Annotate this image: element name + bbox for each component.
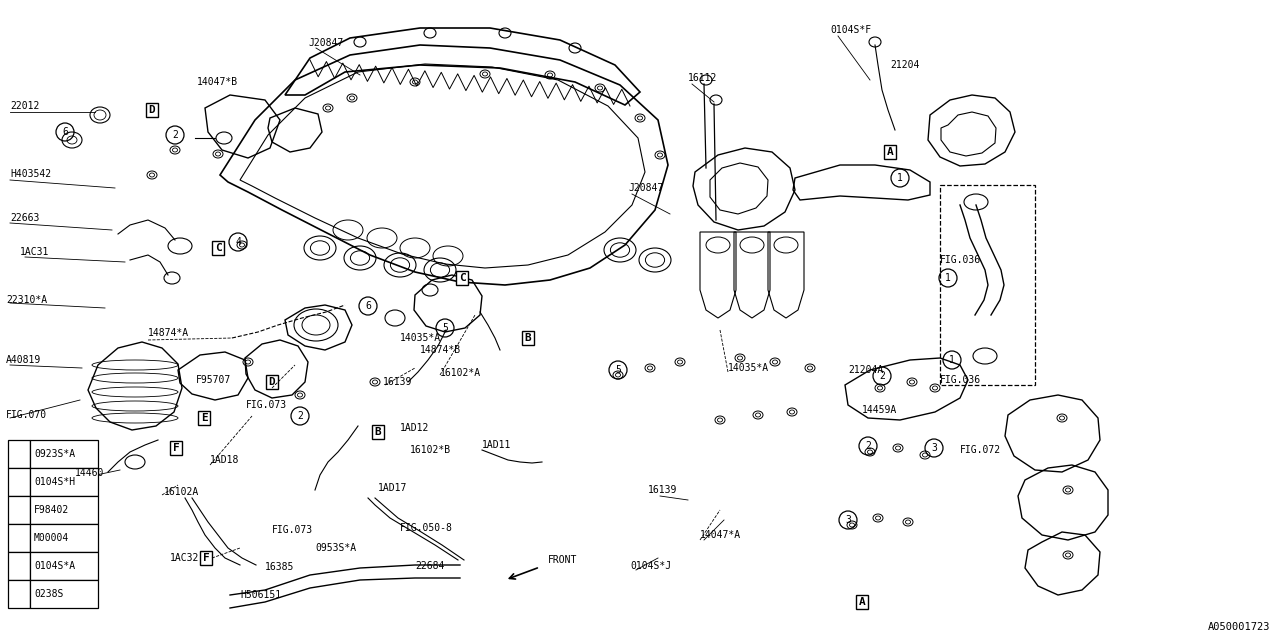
Text: 0238S: 0238S: [35, 589, 64, 599]
Bar: [29, 468, 99, 496]
Text: A: A: [887, 147, 893, 157]
Text: 14874*B: 14874*B: [420, 345, 461, 355]
Text: FIG.050-8: FIG.050-8: [399, 523, 453, 533]
Text: B: B: [525, 333, 531, 343]
Text: 16139: 16139: [648, 485, 677, 495]
Text: 6: 6: [365, 301, 371, 311]
Bar: [29, 580, 99, 608]
Text: 16102A: 16102A: [164, 487, 200, 497]
Text: F95707: F95707: [196, 375, 232, 385]
Text: 4: 4: [17, 534, 22, 543]
Text: D: D: [148, 105, 155, 115]
Text: 1AC31: 1AC31: [20, 247, 50, 257]
Text: 14874*A: 14874*A: [148, 328, 189, 338]
Text: 16385: 16385: [265, 562, 294, 572]
Text: 21204A: 21204A: [849, 365, 883, 375]
Text: 0104S*H: 0104S*H: [35, 477, 76, 487]
Text: B: B: [375, 427, 381, 437]
Bar: [8, 468, 29, 496]
Text: C: C: [215, 243, 221, 253]
Text: 16139: 16139: [383, 377, 412, 387]
Text: 14035*A: 14035*A: [399, 333, 442, 343]
Text: 2: 2: [297, 411, 303, 421]
Text: 16102*B: 16102*B: [410, 445, 451, 455]
Text: 1AD11: 1AD11: [483, 440, 512, 450]
Text: 1: 1: [17, 449, 22, 458]
Text: M00004: M00004: [35, 533, 69, 543]
Text: 16112: 16112: [689, 73, 717, 83]
Text: 6: 6: [17, 589, 22, 598]
Text: 3: 3: [17, 506, 22, 515]
Text: 21204: 21204: [890, 60, 919, 70]
Text: F: F: [173, 443, 179, 453]
Text: H506151: H506151: [241, 590, 282, 600]
Bar: [8, 580, 29, 608]
Bar: [29, 552, 99, 580]
Bar: [8, 496, 29, 524]
Text: J20847: J20847: [628, 183, 663, 193]
Text: 0104S*F: 0104S*F: [829, 25, 872, 35]
Text: D: D: [269, 377, 275, 387]
Text: 2: 2: [172, 130, 178, 140]
Text: 0104S*A: 0104S*A: [35, 561, 76, 571]
Text: 22310*A: 22310*A: [6, 295, 47, 305]
Text: FIG.036: FIG.036: [940, 375, 982, 385]
Bar: [29, 524, 99, 552]
Text: A40819: A40819: [6, 355, 41, 365]
Text: 22684: 22684: [415, 561, 444, 571]
Text: C: C: [458, 273, 466, 283]
Text: 14035*A: 14035*A: [728, 363, 769, 373]
Text: 1AC32: 1AC32: [170, 553, 200, 563]
Text: 1: 1: [897, 173, 902, 183]
Text: A050001723: A050001723: [1207, 622, 1270, 632]
Text: FRONT: FRONT: [548, 555, 577, 565]
Text: 2: 2: [17, 477, 22, 486]
Text: 1: 1: [948, 355, 955, 365]
Bar: [29, 440, 99, 468]
Text: 3: 3: [845, 515, 851, 525]
Bar: [8, 440, 29, 468]
Bar: [8, 552, 29, 580]
Text: 22663: 22663: [10, 213, 40, 223]
Text: 2: 2: [879, 371, 884, 381]
Text: FIG.070: FIG.070: [6, 410, 47, 420]
Text: FIG.072: FIG.072: [960, 445, 1001, 455]
Text: 1AD17: 1AD17: [378, 483, 407, 493]
Text: F98402: F98402: [35, 505, 69, 515]
Text: FIG.073: FIG.073: [246, 400, 287, 410]
Text: 3: 3: [931, 443, 937, 453]
Text: 5: 5: [442, 323, 448, 333]
Text: 14459A: 14459A: [861, 405, 897, 415]
Text: H403542: H403542: [10, 169, 51, 179]
Text: J20847: J20847: [308, 38, 343, 48]
Text: 1: 1: [945, 273, 951, 283]
Text: F: F: [202, 553, 210, 563]
Text: 5: 5: [17, 561, 22, 570]
Bar: [940, 185, 1036, 385]
Text: 1AD12: 1AD12: [399, 423, 429, 433]
Text: FIG.073: FIG.073: [273, 525, 314, 535]
Bar: [8, 524, 29, 552]
Text: 14460: 14460: [76, 468, 105, 478]
Text: 22012: 22012: [10, 101, 40, 111]
Bar: [29, 496, 99, 524]
Text: 6: 6: [61, 127, 68, 137]
Text: 2: 2: [865, 441, 870, 451]
Text: 5: 5: [616, 365, 621, 375]
Text: A: A: [859, 597, 865, 607]
Text: 14047*A: 14047*A: [700, 530, 741, 540]
Text: 0953S*A: 0953S*A: [315, 543, 356, 553]
Text: 0923S*A: 0923S*A: [35, 449, 76, 459]
Text: 1AD18: 1AD18: [210, 455, 239, 465]
Text: E: E: [201, 413, 207, 423]
Text: FIG.036: FIG.036: [940, 255, 982, 265]
Text: 16102*A: 16102*A: [440, 368, 481, 378]
Text: 14047*B: 14047*B: [197, 77, 238, 87]
Text: 0104S*J: 0104S*J: [630, 561, 671, 571]
Text: 4: 4: [236, 237, 241, 247]
